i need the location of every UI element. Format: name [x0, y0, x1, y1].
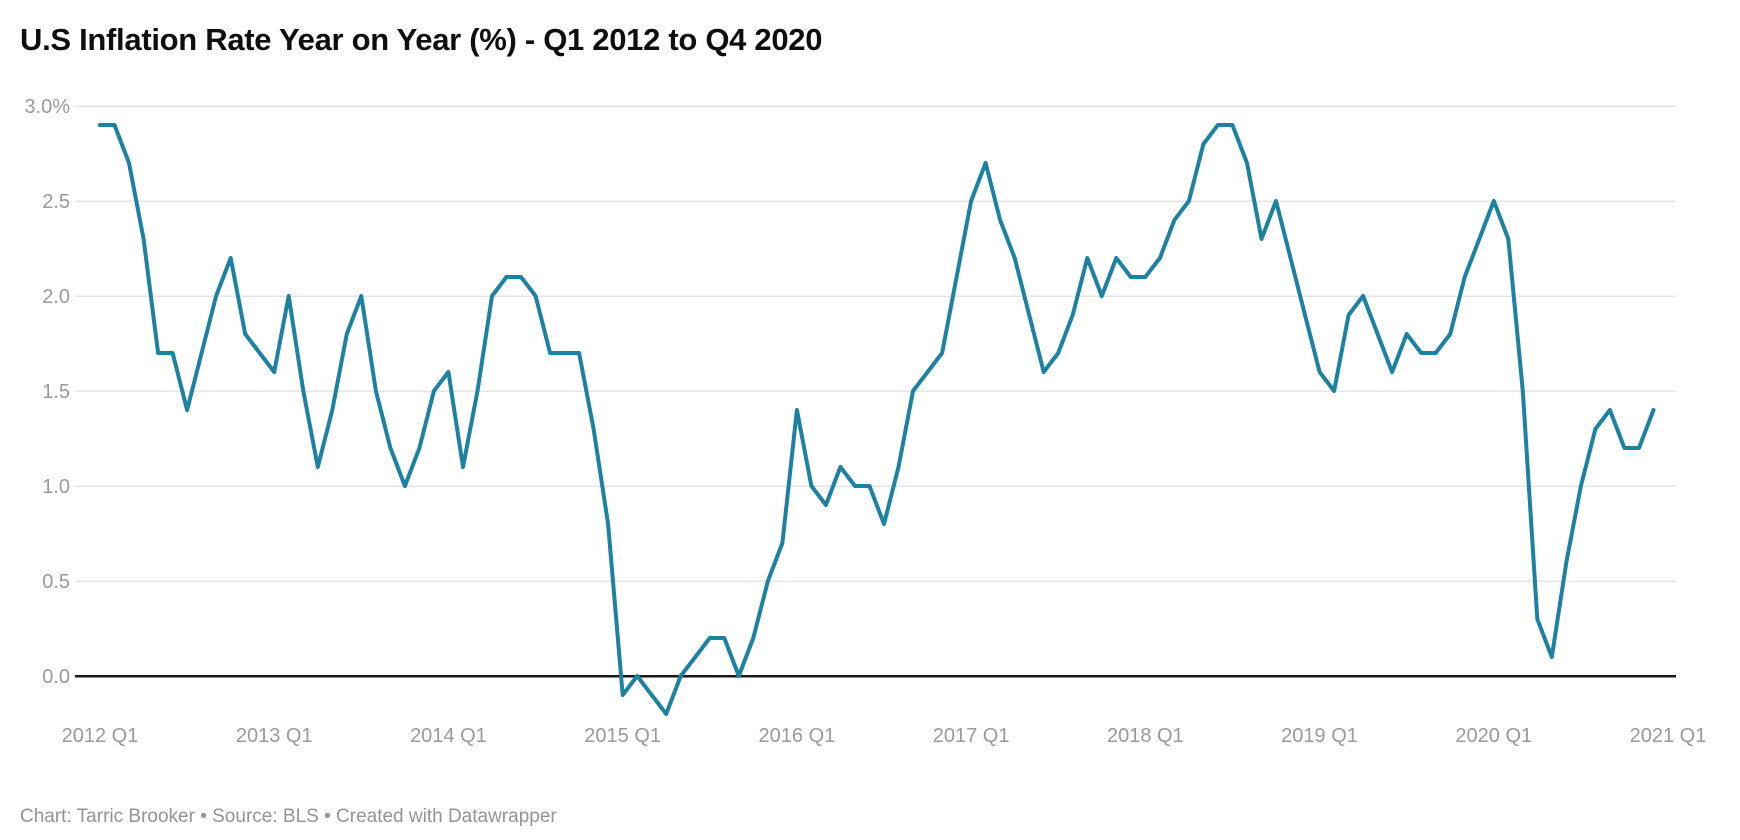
x-tick-label: 2018 Q1	[1107, 725, 1184, 747]
x-tick-label: 2013 Q1	[236, 725, 313, 747]
y-tick-label: 1.5	[42, 381, 70, 403]
y-tick-label: 2.5	[42, 191, 70, 213]
y-tick-label: 0.0	[42, 666, 70, 688]
y-tick-label: 3.0%	[24, 96, 70, 118]
x-tick-label: 2020 Q1	[1455, 725, 1532, 747]
x-tick-label: 2016 Q1	[759, 725, 836, 747]
chart-title: U.S Inflation Rate Year on Year (%) - Q1…	[20, 22, 823, 57]
chart-footer: Chart: Tarric Brooker • Source: BLS • Cr…	[20, 806, 557, 827]
x-tick-label: 2012 Q1	[62, 725, 139, 747]
x-tick-label: 2015 Q1	[584, 725, 661, 747]
y-tick-label: 1.0	[42, 476, 70, 498]
x-tick-label: 2017 Q1	[933, 725, 1010, 747]
y-tick-label: 2.0	[42, 286, 70, 308]
inflation-rate-line	[98, 123, 1656, 716]
x-tick-label: 2014 Q1	[410, 725, 487, 747]
y-tick-label: 0.5	[42, 571, 70, 593]
x-tick-label: 2021 Q1	[1630, 725, 1707, 747]
x-tick-label: 2019 Q1	[1281, 725, 1358, 747]
